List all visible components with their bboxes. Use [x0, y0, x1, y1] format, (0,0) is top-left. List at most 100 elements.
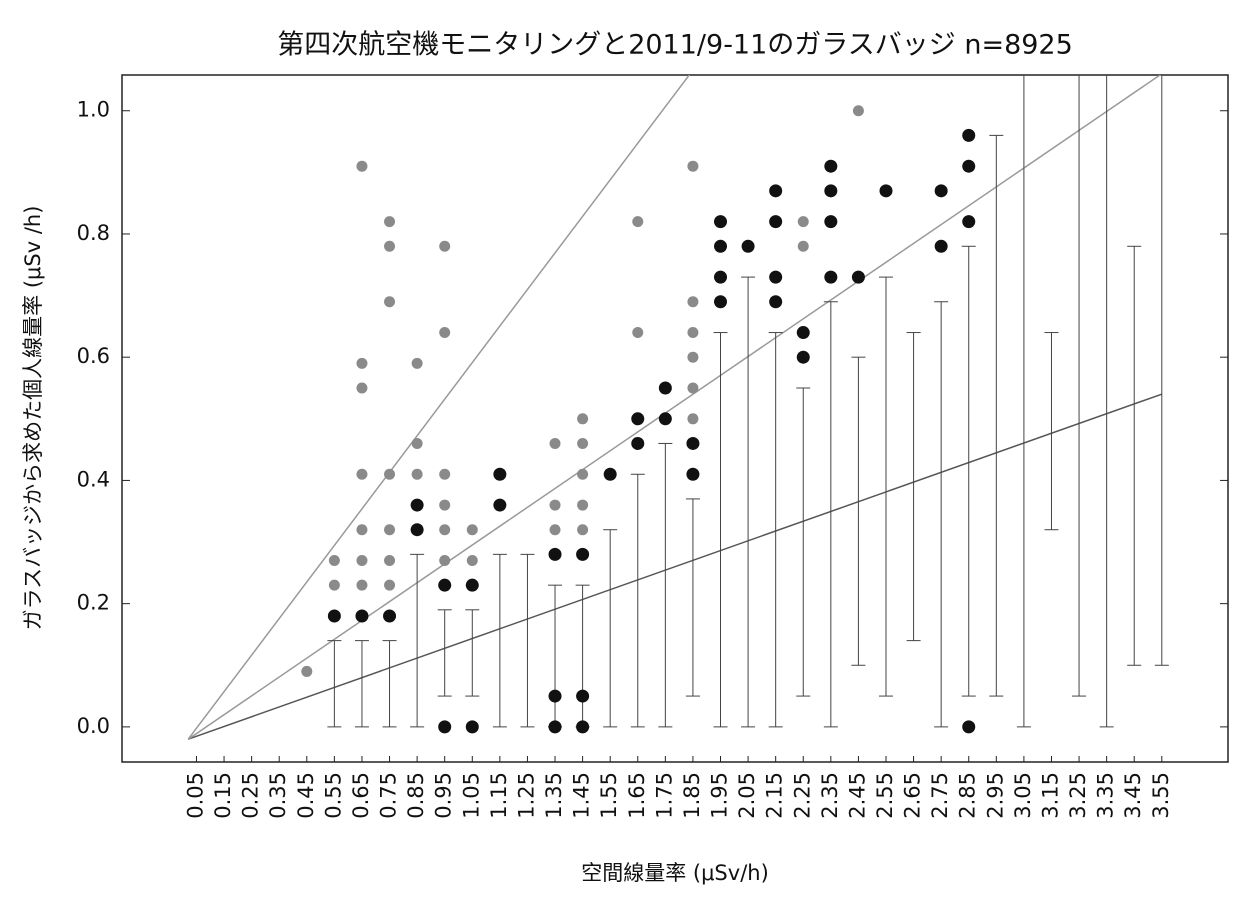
outlier-point [384, 524, 396, 536]
outlier-point [439, 327, 451, 339]
x-tick-label: 0.05 [183, 772, 207, 819]
x-tick-label: 1.45 [570, 772, 594, 819]
x-tick-label: 0.35 [266, 772, 290, 819]
outlier-point [934, 184, 948, 198]
outlier-point [410, 523, 424, 537]
outlier-point [439, 499, 451, 511]
outlier-point [879, 184, 893, 198]
outlier-point [769, 295, 783, 309]
outlier-point [549, 437, 561, 449]
plot-frame [121, 74, 1229, 763]
outlier-point [328, 555, 340, 567]
outlier-point [328, 579, 340, 591]
outlier-point [465, 720, 479, 734]
outlier-point [577, 437, 589, 449]
y-tick-label: 0.8 [77, 221, 110, 245]
x-tick-label: 0.45 [294, 772, 318, 819]
outlier-point [466, 555, 478, 567]
x-tick-label: 2.05 [735, 772, 759, 819]
x-tick-label: 1.55 [597, 772, 621, 819]
outlier-point [962, 720, 976, 734]
outlier-point [465, 578, 479, 592]
x-tick-label: 3.15 [1038, 772, 1062, 819]
x-tick-label: 2.95 [983, 772, 1007, 819]
outlier-point [549, 524, 561, 536]
outlier-point [493, 467, 507, 481]
outlier-point [439, 468, 451, 480]
outlier-point [851, 270, 865, 284]
outlier-point [356, 382, 368, 394]
outlier-point [356, 468, 368, 480]
x-tick-label: 2.65 [901, 772, 925, 819]
outlier-point [769, 184, 783, 198]
outlier-point [686, 436, 700, 450]
outlier-point [411, 357, 423, 369]
outlier-point [714, 295, 728, 309]
x-tick-label: 2.25 [790, 772, 814, 819]
outlier-point [797, 216, 809, 228]
x-tick-label: 0.55 [321, 772, 345, 819]
reference-line [187, 393, 1163, 740]
outlier-point [687, 327, 699, 339]
outlier-point [769, 270, 783, 284]
outlier-point [438, 578, 452, 592]
outlier-point [714, 270, 728, 284]
outlier-point [658, 381, 672, 395]
x-tick-label: 3.55 [1149, 772, 1173, 819]
outlier-point [438, 720, 452, 734]
x-axis-label: 空間線量率 (μSv/h) [581, 861, 769, 885]
x-tick-label: 2.55 [873, 772, 897, 819]
x-tick-label: 0.75 [377, 772, 401, 819]
outlier-point [687, 382, 699, 394]
axes: 0.00.20.40.60.81.00.05 0.15 0.25 0.35 0.45 0.… [77, 98, 1228, 819]
outlier-point [384, 579, 396, 591]
outlier-point [577, 468, 589, 480]
outlier-point [356, 579, 368, 591]
outlier-point [632, 216, 644, 228]
x-tick-label: 1.05 [459, 772, 483, 819]
outlier-point [356, 160, 368, 172]
outlier-point [687, 413, 699, 425]
x-tick-label: 3.25 [1066, 772, 1090, 819]
outlier-point [548, 689, 562, 703]
outlier-point [493, 498, 507, 512]
outlier-point [301, 665, 313, 677]
x-tick-label: 2.85 [956, 772, 980, 819]
x-tick-label: 3.45 [1121, 772, 1145, 819]
x-tick-label: 3.35 [1094, 772, 1118, 819]
x-tick-label: 1.95 [708, 772, 732, 819]
outlier-point [576, 720, 590, 734]
y-axis-label: ガラスバッジから求めた個人線量率 (μSv /h) [21, 206, 45, 631]
outlier-point [824, 215, 838, 229]
outlier-point [687, 351, 699, 363]
outlier-point [962, 128, 976, 142]
outlier-point [411, 468, 423, 480]
outlier-point [658, 412, 672, 426]
outlier-point [824, 159, 838, 173]
y-tick-label: 0.2 [77, 591, 110, 615]
outlier-point [439, 555, 451, 567]
outlier-point [384, 555, 396, 567]
outlier-point [576, 689, 590, 703]
outlier-point [439, 240, 451, 252]
outlier-point [687, 296, 699, 308]
outlier-point [356, 357, 368, 369]
y-tick-label: 0.6 [77, 344, 110, 368]
outlier-point [577, 499, 589, 511]
outlier-point [962, 159, 976, 173]
x-tick-label: 1.65 [625, 772, 649, 819]
outlier-point [356, 555, 368, 567]
outlier-point [356, 524, 368, 536]
outlier-point [714, 239, 728, 253]
x-tick-label: 0.25 [239, 772, 263, 819]
outlier-point [632, 327, 644, 339]
outlier-point [714, 215, 728, 229]
outlier-point [796, 326, 810, 340]
outlier-point [796, 350, 810, 364]
x-tick-label: 2.35 [818, 772, 842, 819]
x-tick-label: 2.15 [763, 772, 787, 819]
x-tick-label: 1.25 [514, 772, 538, 819]
y-tick-label: 0.0 [77, 714, 110, 738]
outlier-point [383, 609, 397, 623]
